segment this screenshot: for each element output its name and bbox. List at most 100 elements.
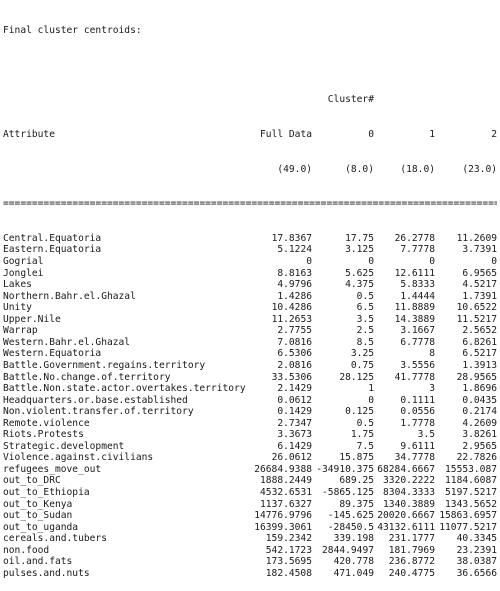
table-row: out_to_DRC 1888.2449 689.25 3320.2222 1184.6… — [3, 475, 497, 487]
cluster-0-cell: -34910.375 — [316, 463, 374, 475]
table-row: Eastern.Equatoria 5.1224 3.125 7.7778 3.7391 — [3, 244, 497, 256]
cluster-1-cell: 6.7778 — [400, 336, 435, 348]
cluster-1-cell: 0.1111 — [400, 394, 435, 406]
cluster-2-cell: 15863.6957 — [439, 510, 497, 522]
attribute-cell: Riots.Protests — [3, 429, 84, 441]
attribute-cell: out_to_Ethiopia — [3, 486, 90, 498]
cluster-1-cell: 1.4444 — [400, 290, 435, 302]
separator-text: ========================================… — [3, 198, 497, 210]
full-data-cell: 5.1224 — [277, 244, 312, 256]
cluster-2-cell: 1.7391 — [462, 290, 497, 302]
cluster-label: Cluster# — [327, 94, 374, 106]
cluster-2-cell: 4.5217 — [462, 279, 497, 291]
full-data-cell: 16399.3061 — [254, 521, 312, 533]
table-row: Headquarters.or.base.established 0.0612 0 0… — [3, 395, 497, 407]
cluster-2-cell: 0.2174 — [462, 406, 497, 418]
cluster-1-cell: 43132.6111 — [377, 521, 435, 533]
cluster-1-cell: 9.6111 — [400, 440, 435, 452]
table-row: Violence.against.civilians 26.0612 15.875 3… — [3, 452, 497, 464]
cluster-1-header: 1 — [429, 129, 435, 141]
cluster-2-cell: 4.2609 — [462, 417, 497, 429]
full-data-cell: 26684.9388 — [254, 463, 312, 475]
cluster-header-line: Cluster# — [3, 94, 497, 106]
full-data-cell: 6.1429 — [277, 440, 312, 452]
cluster-1-cell: 231.1777 — [388, 533, 435, 545]
cluster-0-cell: -28450.5 — [327, 521, 374, 533]
attribute-cell: Northern.Bahr.el.Ghazal — [3, 290, 136, 302]
cluster-2-cell: 38.0387 — [456, 556, 497, 568]
cluster-1-cell: 3320.2222 — [383, 475, 435, 487]
full-data-cell: 4.9796 — [277, 279, 312, 291]
table-row: Central.Equatoria 17.8367 17.75 26.2778 11.2… — [3, 233, 497, 245]
cluster-1-cell: 14.3889 — [394, 313, 435, 325]
cluster-0-cell: 339.198 — [333, 533, 374, 545]
cluster-1-cell: 68284.6667 — [377, 463, 435, 475]
table-row: Northern.Bahr.el.Ghazal 1.4286 0.5 1.4444 1.… — [3, 291, 497, 303]
cluster-0-cell: 0.125 — [345, 406, 374, 418]
attribute-cell: Battle.Government.regains.territory — [3, 359, 206, 371]
title-text: Final cluster centroids: — [3, 25, 142, 37]
attribute-cell: non.food — [3, 544, 50, 556]
attribute-cell: cereals.and.tubers — [3, 533, 107, 545]
cluster-2-cell: 6.5217 — [462, 348, 497, 360]
attribute-cell: out_to_uganda — [3, 521, 79, 533]
table-row: Strategic.development 6.1429 7.5 9.6111 2.95… — [3, 441, 497, 453]
cluster-1-cell: 34.7778 — [394, 452, 435, 464]
cluster-2-cell: 22.7826 — [456, 452, 497, 464]
full-data-cell: 542.1723 — [265, 544, 312, 556]
full-data-cell: 182.4508 — [265, 567, 312, 579]
cluster-1-cell: 26.2778 — [394, 232, 435, 244]
cluster-2-cell: 1.8696 — [462, 383, 497, 395]
full-data-cell: 159.2342 — [265, 533, 312, 545]
cluster-2-cell: 40.3345 — [456, 533, 497, 545]
cluster-0-cell: 0 — [368, 256, 374, 268]
cluster-1-cell: 7.7778 — [400, 244, 435, 256]
full-data-cell: 11.2653 — [271, 313, 312, 325]
table-row: Lakes 4.9796 4.375 5.8333 4.5217 — [3, 279, 497, 291]
table-row: Battle.Non.state.actor.overtakes.territo… — [3, 383, 497, 395]
full-data-count: (49.0) — [277, 163, 312, 175]
full-data-cell: 1137.6327 — [260, 498, 312, 510]
table-row: Remote.violence 2.7347 0.5 1.7778 4.2609 — [3, 418, 497, 430]
cluster-0-cell: 5.625 — [345, 267, 374, 279]
attribute-cell: Upper.Nile — [3, 313, 61, 325]
table-row: Upper.Nile 11.2653 3.5 14.3889 11.5217 — [3, 314, 497, 326]
cluster-0-cell: 1 — [368, 383, 374, 395]
attribute-cell: Gogrial — [3, 256, 44, 268]
cluster-2-cell: 28.9565 — [456, 371, 497, 383]
full-data-cell: 173.5695 — [265, 556, 312, 568]
cluster-1-cell: 3.5 — [417, 429, 435, 441]
cluster-1-cell: 3.5556 — [400, 359, 435, 371]
cluster-0-cell: 8.5 — [356, 336, 374, 348]
attribute-cell: Battle.No.change.of.territory — [3, 371, 171, 383]
cluster-0-cell: 689.25 — [339, 475, 374, 487]
cluster-2-cell: 2.9565 — [462, 440, 497, 452]
full-data-cell: 10.4286 — [271, 302, 312, 314]
cluster-2-cell: 6.8261 — [462, 336, 497, 348]
cluster-1-count: (18.0) — [400, 163, 435, 175]
cluster-2-cell: 1184.6087 — [445, 475, 497, 487]
cluster-output-panel: Final cluster centroids: Cluster# Attrib… — [3, 2, 497, 591]
full-data-cell: 8.8163 — [277, 267, 312, 279]
cluster-0-cell: 6.5 — [356, 302, 374, 314]
cluster-2-cell: 5197.5217 — [445, 486, 497, 498]
table-row: Western.Equatoria 6.5306 3.25 8 6.5217 — [3, 348, 497, 360]
full-data-cell: 0.1429 — [277, 406, 312, 418]
separator-line: ========================================… — [3, 198, 497, 210]
table-row: Battle.Government.regains.territory 2.081… — [3, 360, 497, 372]
attribute-cell: pulses.and.nuts — [3, 567, 90, 579]
attribute-cell: Warrap — [3, 325, 38, 337]
cluster-2-cell: 6.9565 — [462, 267, 497, 279]
cluster-1-cell: 41.7778 — [394, 371, 435, 383]
cluster-0-cell: 89.375 — [339, 498, 374, 510]
cluster-2-cell: 3.8261 — [462, 429, 497, 441]
full-data-cell: 4532.6531 — [260, 486, 312, 498]
attribute-cell: Lakes — [3, 279, 32, 291]
full-data-cell: 17.8367 — [271, 232, 312, 244]
cluster-2-cell: 11.5217 — [456, 313, 497, 325]
cluster-0-cell: 0.5 — [356, 290, 374, 302]
cluster-2-count: (23.0) — [462, 163, 497, 175]
full-data-cell: 2.0816 — [277, 359, 312, 371]
count-header-line: (49.0) (8.0) (18.0) (23.0) — [3, 164, 497, 176]
cluster-1-cell: 0.0556 — [400, 406, 435, 418]
